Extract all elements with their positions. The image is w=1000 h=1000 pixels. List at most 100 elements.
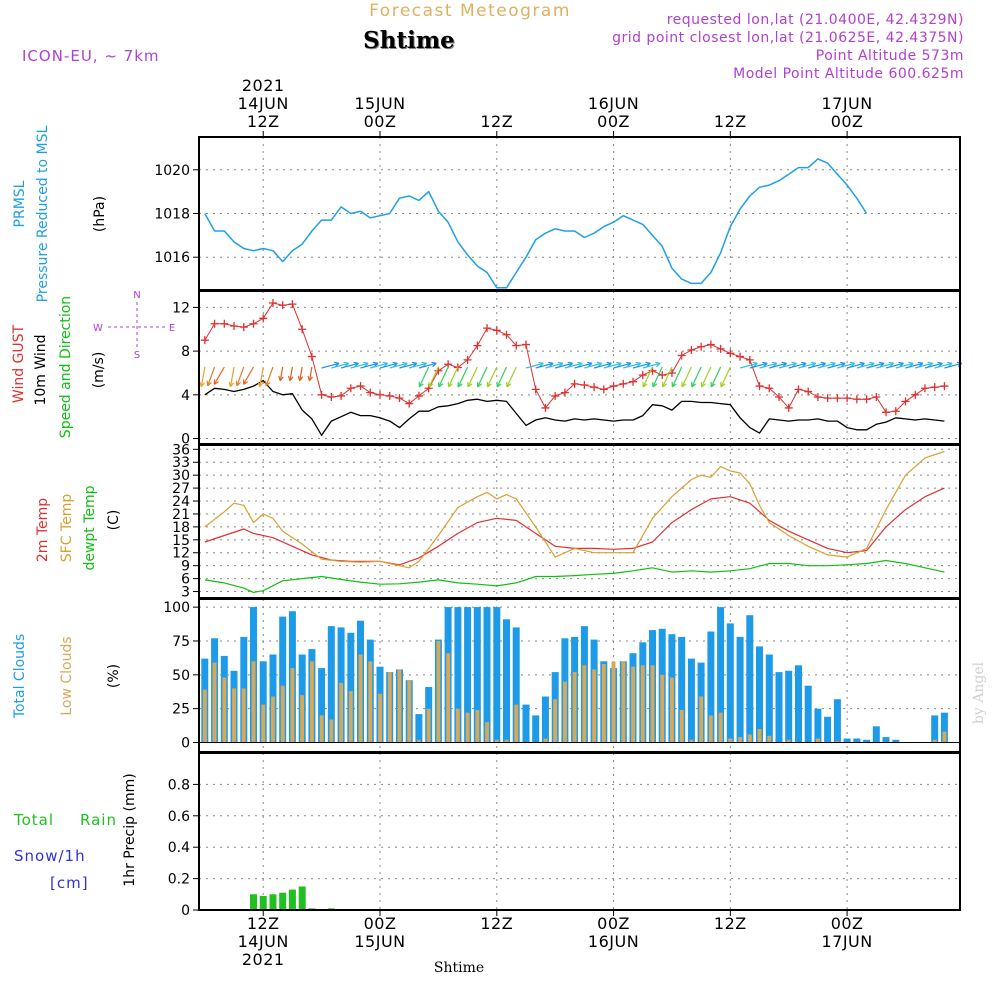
wind-compass: N S W E bbox=[93, 290, 175, 361]
gust-marker bbox=[843, 394, 852, 403]
wind-arrow-head bbox=[557, 361, 564, 368]
temp-unit: (C) bbox=[106, 510, 122, 531]
wind-direction-arrow bbox=[259, 366, 264, 387]
gust-marker bbox=[862, 395, 871, 404]
gust-marker bbox=[288, 300, 297, 309]
low-cloud-bar bbox=[670, 677, 674, 743]
gust-marker bbox=[706, 340, 715, 349]
requested-coords: requested lon,lat (21.0400E, 42.4329N) bbox=[667, 12, 964, 28]
footer-place: Shtime bbox=[434, 960, 484, 976]
low-cloud-bar bbox=[835, 741, 840, 743]
low-clouds-title: Low Clouds bbox=[59, 636, 75, 715]
temperature-ytick-label: 21 bbox=[172, 507, 190, 523]
wind-arrow-head bbox=[849, 361, 856, 368]
total-cloud-bar bbox=[726, 623, 734, 743]
top-time-label: 2021 bbox=[242, 76, 285, 95]
clouds-ytick-label: 75 bbox=[172, 634, 190, 650]
wind-arrow-head bbox=[820, 361, 826, 368]
wind-arrow-head bbox=[257, 381, 264, 388]
total-cloud-bar bbox=[843, 738, 851, 743]
low-cloud-bar bbox=[251, 661, 256, 743]
wind-arrow-head bbox=[206, 380, 212, 387]
gust-marker bbox=[930, 383, 939, 392]
total-cloud-bar bbox=[707, 631, 715, 743]
wind-direction-arrow bbox=[710, 366, 722, 388]
wind-arrow-head bbox=[372, 361, 379, 368]
wind-direction-arrow bbox=[944, 362, 962, 369]
gust-marker bbox=[249, 319, 258, 328]
bottom-time-label: 00Z bbox=[364, 914, 397, 933]
wind-arrow-head bbox=[652, 381, 658, 388]
wind-direction-arrow bbox=[535, 362, 554, 369]
wind-direction-arrow bbox=[370, 362, 388, 369]
total-cloud-bar bbox=[473, 607, 481, 743]
wind-arrow-head bbox=[771, 361, 778, 368]
wind-direction-arrow bbox=[817, 362, 836, 369]
wind-direction-arrow bbox=[642, 366, 654, 388]
total-cloud-bar bbox=[541, 696, 549, 743]
direction-title: Speed and Direction bbox=[58, 296, 74, 438]
total-cloud-bar bbox=[259, 661, 267, 743]
wind-arrow-head bbox=[428, 381, 434, 388]
wind-arrow-head bbox=[947, 361, 953, 368]
low-cloud-bar bbox=[572, 672, 577, 743]
total-cloud-bar bbox=[863, 739, 871, 743]
wind-arrow-head bbox=[642, 381, 648, 388]
pressure-unit: (hPa) bbox=[92, 196, 108, 232]
wind-arrow-head bbox=[635, 361, 642, 368]
precip-panel: 0 0.2 0.4 0.6 0.8 bbox=[168, 752, 961, 919]
precip-ytick-label: 0.8 bbox=[168, 777, 190, 793]
low-cloud-bar bbox=[563, 681, 567, 743]
gust-marker bbox=[677, 351, 686, 360]
low-cloud-bar bbox=[436, 641, 441, 743]
wind-arrow-head bbox=[577, 361, 583, 368]
top-time-label: 15JUN bbox=[354, 94, 405, 113]
low-cloud-bar bbox=[387, 672, 392, 743]
wind-direction-arrow bbox=[564, 362, 583, 369]
gust-marker bbox=[376, 390, 385, 399]
precip-legend-cm: [cm] bbox=[50, 874, 89, 892]
wind-direction-arrow bbox=[200, 366, 206, 387]
rain-bar bbox=[298, 886, 306, 910]
total-cloud-bar bbox=[824, 716, 832, 743]
gust-marker bbox=[940, 382, 949, 391]
compass-n: N bbox=[133, 290, 140, 301]
wind-direction-arrow bbox=[555, 362, 573, 369]
wind-direction-arrow bbox=[448, 366, 459, 388]
temperature-ytick-label: 12 bbox=[172, 546, 190, 562]
total-cloud-bar bbox=[795, 665, 802, 743]
wind-direction-arrow bbox=[915, 362, 933, 369]
clouds-ytick-label: 50 bbox=[172, 668, 190, 684]
top-time-label: 00Z bbox=[831, 112, 864, 131]
gust-marker bbox=[473, 341, 482, 350]
temperature-ytick-label: 18 bbox=[172, 520, 190, 536]
wind-arrow-head bbox=[199, 381, 205, 388]
wind-direction-arrow bbox=[265, 366, 274, 386]
low-cloud-bar bbox=[426, 708, 431, 743]
wind-direction-arrow bbox=[279, 366, 284, 381]
wind-direction-arrow bbox=[321, 362, 340, 369]
wind-arrow-head bbox=[421, 361, 427, 368]
gust-marker bbox=[804, 387, 813, 396]
wind-arrow-head bbox=[655, 361, 661, 368]
pressure-plot-area bbox=[199, 137, 960, 290]
wind-speed-line bbox=[204, 379, 945, 436]
total-cloud-bar bbox=[833, 699, 841, 743]
gust-marker bbox=[891, 407, 900, 416]
low-cloud-bar bbox=[631, 666, 635, 743]
low-cloud-bar bbox=[241, 688, 246, 743]
wind-direction-arrow bbox=[905, 362, 924, 369]
wind-direction-arrow bbox=[623, 362, 641, 369]
model-label: ICON-EU, ~ 7km bbox=[22, 47, 160, 65]
wind-direction-arrow bbox=[856, 362, 875, 369]
total-cloud-bar bbox=[775, 672, 783, 743]
wind-direction-arrow bbox=[213, 366, 225, 385]
wind-direction-arrow bbox=[866, 362, 885, 369]
total-cloud-bar bbox=[532, 715, 540, 743]
low-cloud-bar bbox=[582, 665, 587, 743]
wind-arrow-head bbox=[506, 381, 512, 388]
low-cloud-bar bbox=[816, 738, 820, 743]
total-cloud-bar bbox=[765, 654, 773, 743]
total-cloud-bar bbox=[415, 714, 423, 743]
wind-direction-arrow bbox=[924, 362, 943, 369]
